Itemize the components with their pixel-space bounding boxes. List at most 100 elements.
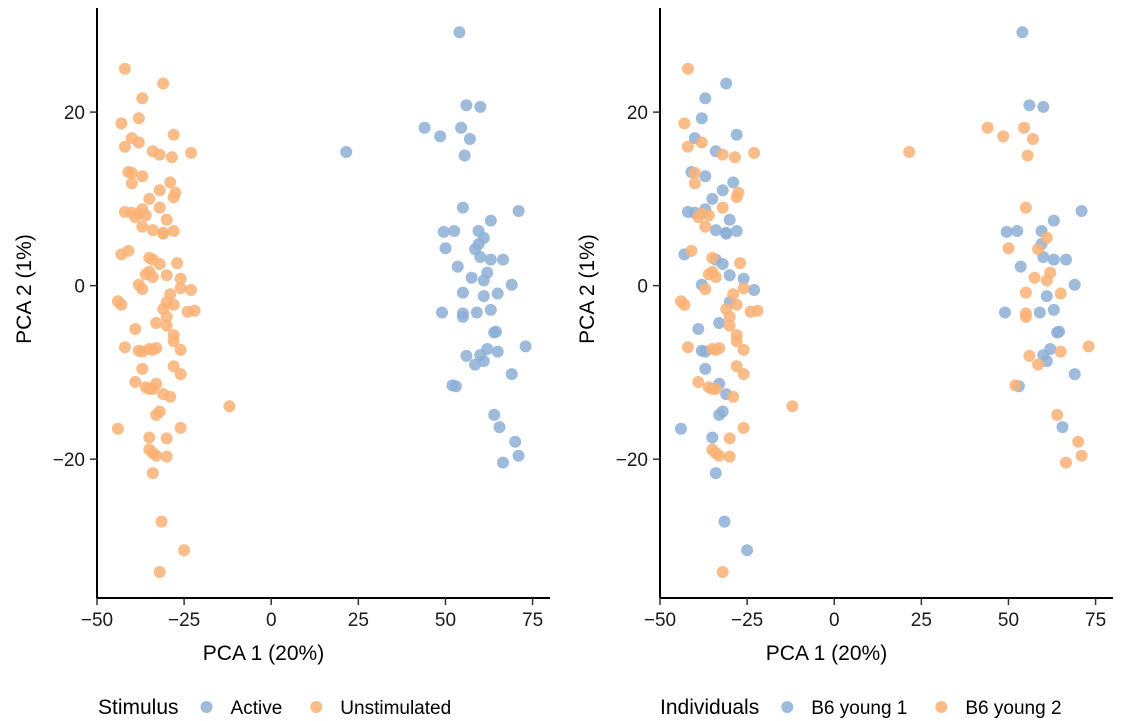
x-tick-label: −50 <box>81 610 113 631</box>
data-point <box>460 99 473 112</box>
data-point <box>167 360 180 373</box>
data-point <box>490 325 502 338</box>
data-point <box>1040 290 1053 303</box>
data-point <box>136 92 149 105</box>
data-point <box>730 128 743 141</box>
data-point <box>699 220 712 233</box>
legend-swatch <box>781 701 794 713</box>
y-tick-label: 0 <box>74 277 85 298</box>
data-point <box>1056 421 1069 434</box>
data-point <box>730 360 743 373</box>
data-point <box>174 282 187 295</box>
data-point <box>723 269 736 282</box>
y-tick-label: −20 <box>616 450 648 471</box>
data-point <box>491 345 504 358</box>
data-point <box>1082 340 1095 353</box>
data-point <box>458 149 471 162</box>
data-point <box>136 345 149 358</box>
data-point <box>115 298 128 311</box>
data-point <box>505 278 518 291</box>
data-point <box>167 298 180 311</box>
x-tick-label: 50 <box>998 610 1019 631</box>
data-point <box>1021 149 1034 162</box>
data-point <box>474 100 487 113</box>
data-point <box>1068 368 1081 381</box>
y-tick-label: 20 <box>627 103 648 124</box>
data-point <box>136 362 149 375</box>
data-point <box>439 242 452 255</box>
data-point <box>727 390 740 403</box>
data-point <box>340 146 353 158</box>
data-point <box>713 449 726 462</box>
data-point <box>706 431 719 444</box>
scatter-panel-2: −50 −25 0 25 50 75 −20 0 20 PCA 1 (20%) PCA 2 (1%)… <box>576 8 1113 719</box>
data-point <box>136 283 149 296</box>
y-tick-label: −20 <box>53 450 85 471</box>
data-point <box>146 343 159 356</box>
data-point <box>160 310 173 323</box>
data-point <box>786 400 799 413</box>
data-point <box>748 146 761 159</box>
data-point <box>146 467 159 480</box>
data-point <box>153 258 166 270</box>
data-point <box>1047 253 1060 266</box>
data-point <box>716 201 729 214</box>
data-point <box>167 335 180 348</box>
data-point <box>136 170 149 183</box>
data-point <box>699 283 712 296</box>
data-point <box>155 515 168 528</box>
data-point <box>129 323 142 335</box>
data-point <box>167 128 180 141</box>
data-point <box>491 287 504 300</box>
data-point <box>1032 243 1045 256</box>
data-point <box>737 272 750 285</box>
data-point <box>165 151 178 164</box>
data-point <box>730 335 743 348</box>
x-axis-title: PCA 1 (20%) <box>203 642 324 665</box>
data-point <box>497 456 509 469</box>
data-point <box>1033 306 1046 319</box>
data-point <box>1023 99 1036 112</box>
data-point <box>160 319 173 332</box>
data-point <box>470 306 483 319</box>
data-point <box>716 258 729 270</box>
data-point <box>1053 325 1065 338</box>
data-point <box>174 272 187 285</box>
data-point <box>118 62 131 75</box>
data-point <box>1037 100 1050 113</box>
data-point <box>174 343 187 356</box>
data-point <box>727 288 740 301</box>
data-point <box>699 92 712 105</box>
data-point <box>748 284 761 296</box>
legend-label: Active <box>231 698 283 719</box>
data-point <box>1047 214 1060 227</box>
legend-swatch <box>935 701 948 713</box>
data-point <box>477 274 490 287</box>
data-point <box>681 140 694 153</box>
x-tick-label: −25 <box>168 610 200 631</box>
data-point <box>153 148 166 161</box>
data-point <box>723 213 736 226</box>
data-point <box>434 130 447 143</box>
data-point <box>999 306 1011 319</box>
data-point <box>681 62 694 75</box>
data-point <box>449 380 462 393</box>
data-point <box>706 251 719 264</box>
x-tick-label: 75 <box>522 610 543 631</box>
data-point <box>681 341 694 354</box>
data-point <box>678 298 691 311</box>
data-point <box>730 298 743 311</box>
data-point <box>451 260 464 273</box>
data-point <box>463 133 476 145</box>
data-point <box>125 177 138 190</box>
data-point <box>484 253 497 266</box>
data-point <box>720 227 733 240</box>
data-point <box>484 303 497 316</box>
data-point <box>692 323 705 335</box>
data-point <box>474 251 487 263</box>
data-point <box>716 405 729 418</box>
data-point <box>727 176 740 189</box>
data-point <box>678 117 691 130</box>
data-point <box>709 271 722 283</box>
legend-label: B6 young 2 <box>965 698 1061 719</box>
